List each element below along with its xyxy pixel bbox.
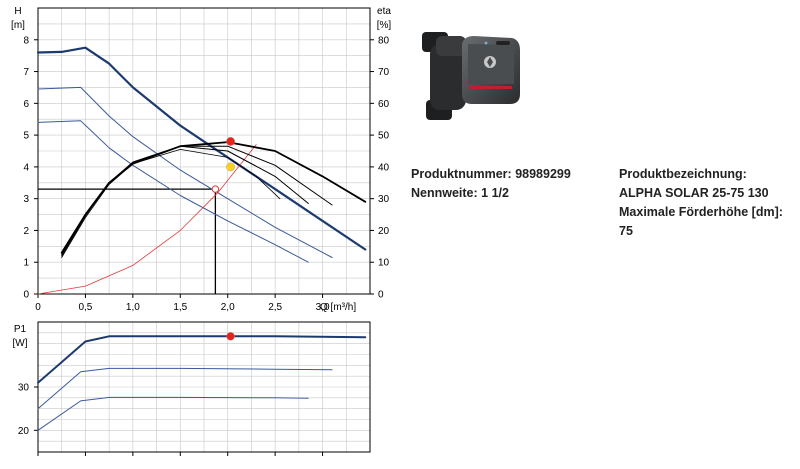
head-max-curve (36, 46, 367, 251)
y-left-tick-label: 2 (23, 226, 29, 237)
y-right-tick-label: 20 (378, 226, 390, 237)
y-left-axis-unit: [m] (11, 20, 25, 31)
product-info-right: Produktbezeichnung: ALPHA SOLAR 25-75 13… (619, 165, 799, 241)
x-tick-label: 0 (35, 302, 41, 313)
y-right-tick-label: 10 (378, 258, 390, 269)
y-left-tick-label: 5 (23, 131, 29, 142)
y-left-tick-label: 3 (23, 194, 29, 205)
y-left-tick-label: 0 (23, 290, 29, 301)
nominal-size-label: Nennweite: (411, 186, 478, 200)
y-axis-title: P1 (14, 324, 27, 335)
yellow-point (226, 162, 235, 172)
y-left-tick-label: 1 (23, 258, 29, 269)
y-right-axis-title: eta (377, 6, 391, 17)
y-right-tick-label: 40 (378, 162, 390, 173)
power-chart: 20 30 P1 [W] (13, 321, 371, 456)
power-mid-curve (37, 367, 333, 410)
head-mid-curve (37, 86, 333, 258)
nominal-size-line: Nennweite: 1 1/2 (411, 184, 571, 203)
x-axis-title: Q [m³/h] (320, 302, 356, 313)
head-low-curve (37, 120, 309, 263)
product-number-value: 98989299 (515, 167, 571, 181)
product-designation-value: ALPHA SOLAR 25-75 130 (619, 186, 769, 200)
system-curve-curve (37, 144, 257, 295)
efficiency-curve (61, 145, 309, 257)
power-point (226, 332, 235, 341)
y-left-tick-label: 8 (23, 35, 29, 46)
efficiency-curve (61, 148, 281, 258)
operating-point-marker (211, 185, 220, 193)
product-info-left: Produktnummer: 98989299 Nennweite: 1 1/2 (411, 165, 571, 203)
x-tick-label: 0,5 (78, 302, 92, 313)
y-tick-label: 30 (18, 383, 30, 394)
y-right-tick-label: 50 (378, 131, 390, 142)
power-low-curve (37, 396, 309, 431)
y-left-tick-label: 7 (23, 67, 29, 78)
product-number-line: Produktnummer: 98989299 (411, 165, 571, 184)
y-right-tick-label: 60 (378, 99, 390, 110)
y-right-tick-label: 70 (378, 67, 390, 78)
pump-product-image (416, 14, 526, 126)
x-tick-label: 2,0 (221, 302, 235, 313)
x-tick-label: 3,0 (316, 302, 330, 313)
x-tick-label: 2,5 (268, 302, 282, 313)
y-left-axis-title: H (14, 6, 21, 17)
power-max-curve (37, 335, 367, 384)
max-head-label: Maximale Förderhöhe [dm]: (619, 205, 783, 219)
product-designation-label: Produktbezeichnung: (619, 167, 747, 181)
y-left-tick-label: 4 (23, 162, 29, 173)
max-head-value: 75 (619, 224, 633, 238)
y-right-axis-unit: [%] (377, 20, 392, 31)
red-point-head (226, 137, 235, 146)
y-left-tick-label: 6 (23, 99, 29, 110)
x-tick-label: 1,0 (126, 302, 140, 313)
y-tick-label: 20 (18, 426, 30, 437)
y-axis-unit: [W] (13, 338, 28, 349)
nominal-size-value: 1 1/2 (481, 186, 509, 200)
y-right-tick-label: 80 (378, 35, 390, 46)
plot-frame (37, 7, 371, 295)
product-number-label: Produktnummer: (411, 167, 512, 181)
x-tick-label: 1,5 (173, 302, 187, 313)
y-right-tick-label: 0 (378, 290, 384, 301)
y-right-tick-label: 30 (378, 194, 390, 205)
